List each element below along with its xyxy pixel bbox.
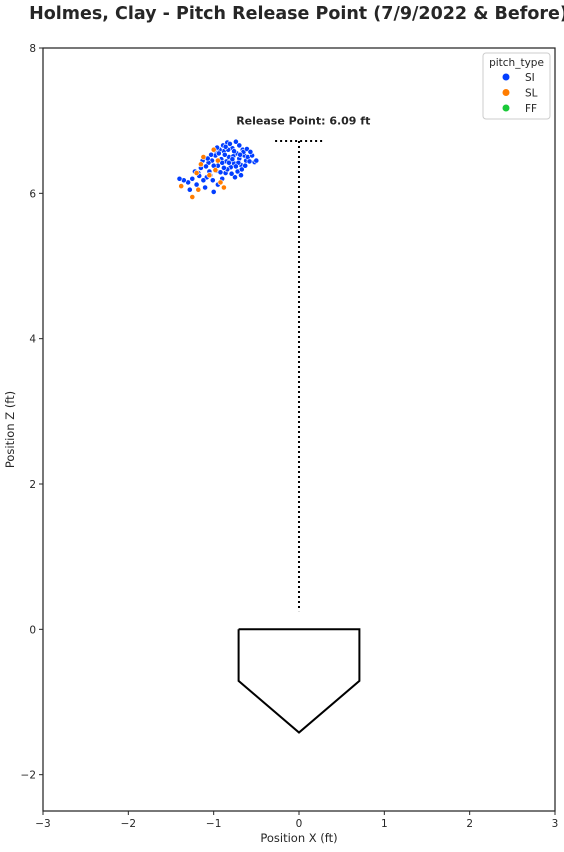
point-si [220,164,227,171]
legend: pitch_type SI SL FF [482,52,551,120]
point-sl [193,170,200,176]
home-plate-outline [237,628,361,734]
home-plate [237,628,361,734]
x-tick-label: 1 [381,818,388,830]
chart-title: Holmes, Clay - Pitch Release Point (7/9/… [29,4,564,24]
point-si [215,150,222,157]
point-si [226,140,233,147]
point-si [193,181,200,188]
point-si [238,172,244,179]
plot-area [42,47,556,812]
release-point-annotation: Release Point: 6.09 ft [236,115,370,128]
y-tick-label: 6 [29,188,36,200]
release-point-marker [275,140,325,612]
y-tick-label: 0 [29,624,36,636]
point-sl [217,179,224,186]
point-sl [189,194,196,200]
point-si [232,163,239,170]
point-si [176,175,183,182]
point-si [229,156,236,163]
point-si [238,166,245,173]
scatter-points [176,138,260,200]
legend-label-si: SI [525,72,535,84]
point-si [186,186,193,193]
point-si [246,158,253,165]
point-si [221,151,228,158]
x-tick-label: −1 [206,818,221,830]
point-si [228,170,235,177]
point-si [226,159,232,166]
point-sl [220,184,227,191]
point-si [232,174,238,181]
point-si [236,142,243,149]
point-sl [210,146,217,153]
point-si [217,169,224,176]
point-si [202,184,208,191]
point-si [237,151,243,158]
point-sl [178,183,185,189]
point-si [247,148,254,155]
y-tick-label: 8 [29,43,36,55]
legend-box [482,52,551,120]
x-tick-label: −2 [121,818,136,830]
point-si [242,162,249,169]
x-tick-label: 3 [552,818,559,830]
y-tick-label: 4 [29,334,36,346]
legend-label-sl: SL [525,88,538,100]
point-si [203,163,209,170]
point-sl [214,157,221,164]
point-sl [212,167,219,173]
point-sl [200,154,207,160]
x-tick-label: 2 [466,818,473,830]
point-si [209,177,216,184]
point-sl [197,161,204,168]
y-tick-label: −2 [21,770,36,782]
point-si [253,157,260,164]
point-si [231,148,237,155]
point-si [208,151,214,158]
point-si [222,143,229,150]
legend-marker-sl [502,89,510,96]
legend-title: pitch_type [489,57,544,69]
x-tick-label: −3 [35,818,50,830]
y-tick-label: 2 [29,479,36,491]
legend-marker-ff [502,104,510,112]
point-sl [206,172,213,179]
point-sl [195,186,202,193]
x-axis-label: Position X (ft) [260,831,337,845]
point-si [210,188,217,195]
legend-label-ff: FF [525,103,537,115]
point-si [189,175,196,182]
y-axis-label: Position Z (ft) [3,391,17,468]
point-si [200,177,207,184]
x-tick-label: 0 [296,818,303,830]
axis-ticks: −3 −2 −1 0 1 2 3 −2 0 2 4 6 8 [21,43,559,830]
legend-marker-si [502,73,510,81]
point-si [232,138,239,145]
